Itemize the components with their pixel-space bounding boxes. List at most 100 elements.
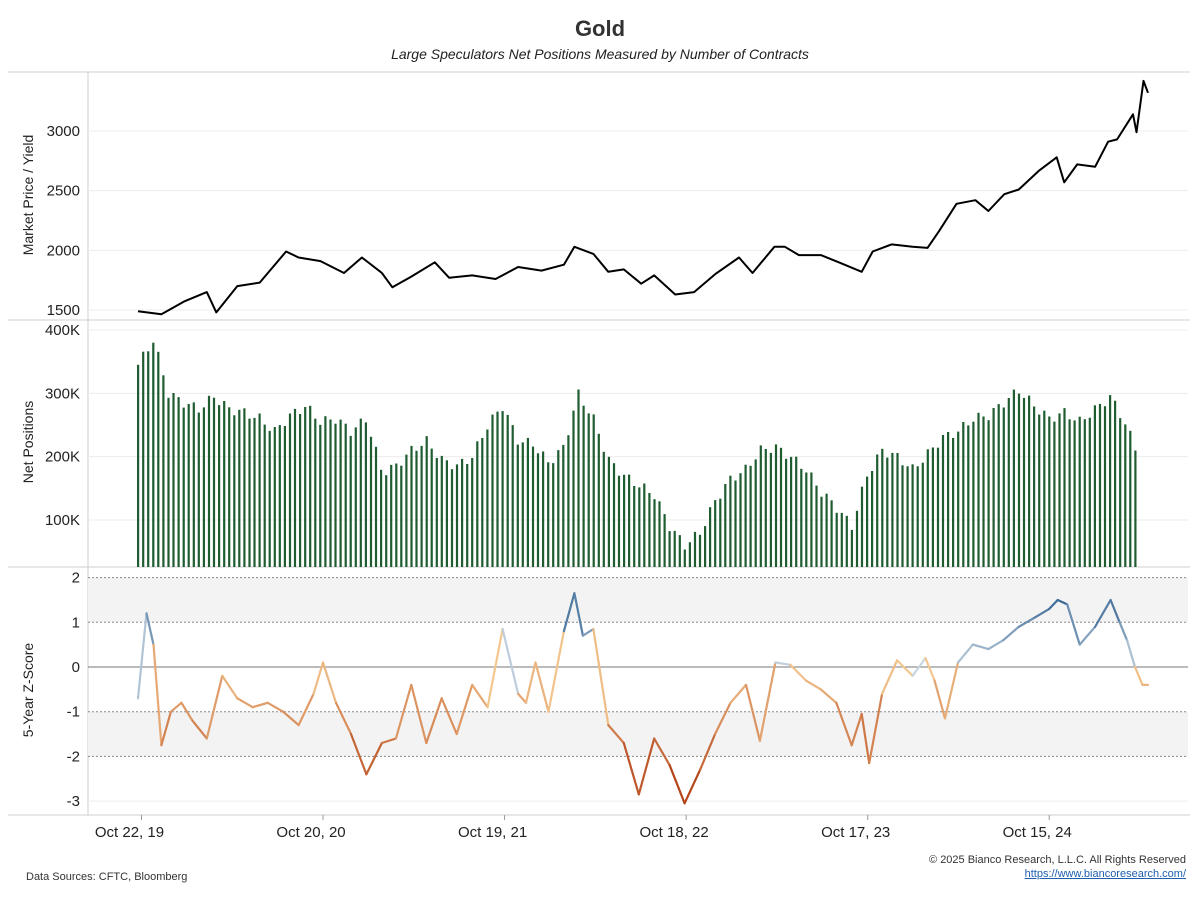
z-score-line-segment — [880, 659, 899, 695]
net-positions-bar — [506, 414, 509, 567]
z-score-line-segment — [819, 688, 838, 704]
z-score-line-segment — [152, 643, 163, 747]
net-positions-bar — [1068, 419, 1071, 567]
net-positions-bar — [1012, 389, 1015, 567]
z-score-line-segment — [698, 732, 717, 771]
z-score-axis-label: 5-Year Z-Score — [20, 643, 36, 738]
net-positions-bar — [957, 431, 960, 567]
z-score-line-segment — [729, 683, 748, 704]
net-positions-bar — [273, 427, 276, 567]
z-score-line-segment — [297, 692, 315, 727]
z-score-line-segment — [1066, 603, 1081, 646]
z-score-line-segment — [349, 732, 368, 776]
z-score-line-segment — [471, 683, 489, 709]
net-positions-bar — [1093, 405, 1096, 567]
net-positions-bar — [364, 422, 367, 567]
z-score-line-segment — [850, 712, 863, 747]
net-positions-bar — [704, 526, 707, 567]
z-score-line-segment — [410, 683, 428, 745]
net-positions-bar — [521, 442, 524, 567]
net-positions-bar — [876, 454, 879, 567]
net-positions-bar — [304, 407, 307, 567]
net-positions-bar — [729, 475, 732, 567]
net-positions-bar — [602, 451, 605, 567]
z-score-line-segment — [145, 612, 155, 646]
net-positions-bar — [288, 413, 292, 567]
net-positions-bar — [790, 456, 793, 567]
net-positions-bar — [936, 447, 940, 567]
net-positions-bar — [860, 486, 864, 567]
net-positions-bar — [238, 409, 241, 567]
net-positions-bar — [719, 498, 722, 567]
z-score-line-segment — [744, 683, 762, 742]
net-positions-bar — [471, 458, 474, 567]
price-line — [137, 79, 1149, 316]
net-positions-bar — [430, 448, 433, 567]
net-positions-bar — [536, 453, 540, 567]
net-positions-bar — [587, 413, 590, 567]
net-positions-bar — [623, 474, 626, 567]
net-positions-tick-label: 300K — [45, 385, 80, 402]
net-positions-bar — [612, 463, 616, 567]
net-positions-bar — [871, 471, 874, 567]
net-positions-bar — [678, 535, 681, 567]
net-positions-bar — [486, 429, 489, 567]
net-positions-bar — [947, 432, 950, 567]
z-score-line-segment — [486, 627, 504, 709]
price-tick-label: 1500 — [47, 302, 80, 319]
net-positions-bar — [693, 531, 697, 567]
net-positions-bar — [800, 468, 803, 567]
z-score-tick-label: 2 — [72, 570, 80, 587]
net-positions-bar — [820, 496, 823, 567]
net-positions-bar — [810, 472, 813, 567]
net-positions-bar — [663, 514, 666, 567]
net-positions-bar — [142, 351, 145, 567]
net-positions-bar — [1043, 410, 1046, 567]
z-score-line-segment — [943, 661, 960, 720]
net-positions-bar — [1048, 416, 1051, 567]
z-score-line-segment — [1093, 598, 1112, 628]
net-positions-bar — [628, 474, 631, 567]
net-positions-bar — [617, 475, 621, 567]
z-score-shaded-band — [88, 577, 1188, 623]
net-positions-bar — [688, 542, 691, 567]
net-positions-bar — [673, 530, 676, 567]
net-positions-bar — [557, 450, 560, 567]
z-score-line-segment — [573, 592, 585, 637]
net-positions-bar — [192, 402, 195, 567]
net-positions-bar — [516, 444, 519, 567]
net-positions-bar — [369, 436, 373, 567]
z-score-line-segment — [607, 723, 625, 745]
copyright-notice: © 2025 Bianco Research, L.L.C. All Right… — [929, 854, 1186, 866]
net-positions-bar — [445, 460, 448, 567]
net-positions-bar — [334, 423, 337, 567]
net-positions-bar — [420, 445, 423, 567]
z-score-line-segment — [455, 683, 474, 736]
net-positions-bar — [633, 486, 636, 567]
z-score-line-segment — [221, 674, 239, 700]
net-positions-bar — [385, 475, 388, 567]
net-positions-bar — [339, 419, 342, 567]
net-positions-axis-label: Net Positions — [20, 401, 36, 483]
net-positions-bar — [1109, 395, 1112, 567]
website-link[interactable]: https://www.biancoresearch.com/ — [1024, 868, 1186, 880]
z-score-panel: -3 -2 -1 0 1 2 — [67, 570, 1188, 810]
net-positions-bar — [1022, 397, 1026, 567]
net-positions-bar — [592, 414, 595, 567]
net-positions-bar — [1134, 450, 1137, 567]
net-positions-bar — [886, 457, 889, 567]
net-positions-bar — [1058, 413, 1061, 567]
net-positions-bar — [1073, 420, 1076, 567]
z-score-line-segment — [191, 719, 208, 740]
net-positions-bar — [643, 483, 646, 567]
net-positions-bar — [567, 435, 570, 567]
z-score-line-segment — [547, 630, 566, 713]
z-score-line-segment — [956, 643, 975, 664]
z-score-line-segment — [365, 741, 383, 776]
net-positions-bar — [724, 484, 727, 567]
z-score-line-segment — [592, 627, 610, 727]
net-positions-bar — [405, 454, 408, 567]
z-score-line-segment — [169, 701, 183, 713]
z-score-line-segment — [236, 697, 254, 709]
net-positions-bar — [881, 448, 884, 567]
